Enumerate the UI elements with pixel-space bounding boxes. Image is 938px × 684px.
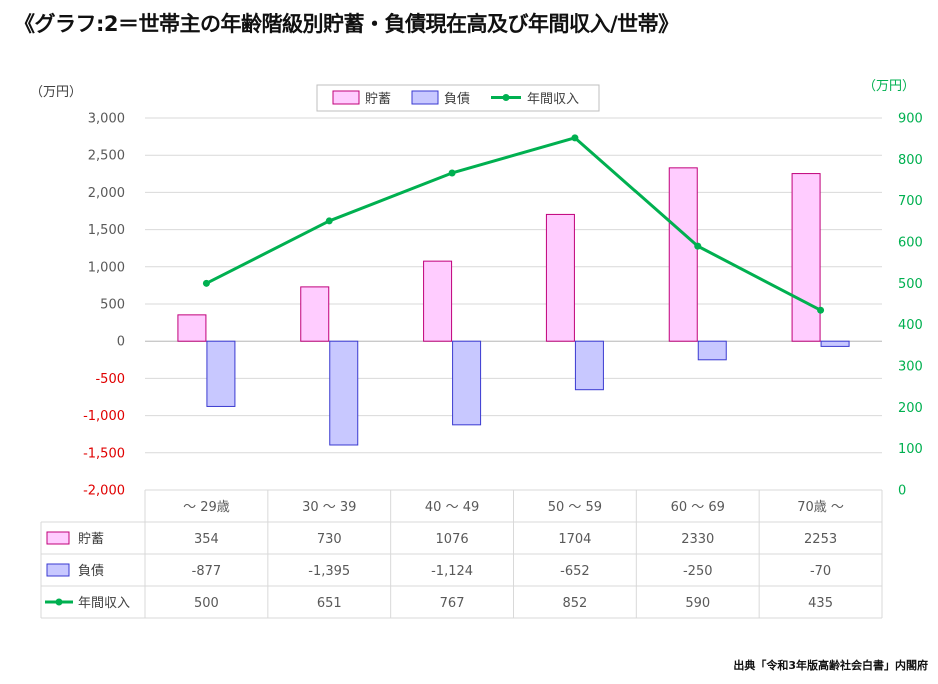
table-swatch-debt bbox=[46, 563, 70, 577]
legend-label-debt: 負債 bbox=[444, 92, 470, 107]
bar-marks bbox=[177, 167, 850, 446]
bar-debt bbox=[697, 340, 727, 361]
table-cell-value: 435 bbox=[808, 596, 833, 611]
category-label: 50 ～ 59 bbox=[548, 500, 602, 515]
line-marks bbox=[202, 134, 825, 314]
bar-savings bbox=[791, 173, 821, 342]
right-tick-label: 200 bbox=[898, 401, 923, 416]
income-point bbox=[817, 306, 825, 314]
table-row-label: 負債 bbox=[78, 564, 104, 579]
table-row-label: 年間収入 bbox=[78, 596, 130, 611]
data-table: ～ 29歳 30 ～ 39 40 ～ 49 50 ～ 59 60 ～ 69 70歳 ～ 貯蓄… bbox=[40, 489, 883, 619]
table-cell-value: -250 bbox=[683, 564, 713, 579]
left-tick-label: 2,000 bbox=[88, 186, 125, 201]
table-cell-value: 767 bbox=[440, 596, 465, 611]
right-tick-label: 300 bbox=[898, 360, 923, 375]
category-label: 30 ～ 39 bbox=[302, 500, 356, 515]
income-point bbox=[448, 169, 456, 177]
page-title: 《グラフ:2＝世帯主の年齢階級別貯蓄・負債現在高及び年間収入/世帯》 bbox=[14, 12, 679, 36]
bar-debt bbox=[206, 340, 236, 407]
bar-debt bbox=[820, 340, 850, 347]
bar-savings bbox=[545, 213, 575, 342]
legend: 貯蓄 負債 年間収入 bbox=[316, 84, 600, 112]
left-tick-label: 3,000 bbox=[88, 112, 125, 127]
bar-debt bbox=[329, 340, 359, 446]
table-cell-value: 651 bbox=[317, 596, 342, 611]
source-note: 出典「令和3年版高齢社会白書」内閣府 bbox=[733, 659, 928, 672]
table-marker-income bbox=[55, 598, 63, 606]
right-tick-label: 100 bbox=[898, 442, 923, 457]
category-label: 70歳 ～ bbox=[797, 500, 844, 515]
right-tick-label: 900 bbox=[898, 112, 923, 127]
table-cell-value: 500 bbox=[194, 596, 219, 611]
left-tick-label: 0 bbox=[117, 335, 125, 350]
left-tick-label: -1,000 bbox=[83, 409, 125, 424]
left-tick-label: 500 bbox=[100, 298, 125, 313]
table-cell-value: -1,124 bbox=[431, 564, 473, 579]
legend-marker-income bbox=[502, 94, 510, 101]
table-cell-value: 852 bbox=[563, 596, 588, 611]
legend-swatch-savings bbox=[332, 90, 360, 105]
left-tick-label: 1,000 bbox=[88, 260, 125, 275]
table-cell-value: 590 bbox=[685, 596, 710, 611]
table-swatch-savings bbox=[46, 531, 70, 545]
table-cell-value: -70 bbox=[810, 564, 831, 579]
income-point bbox=[694, 242, 702, 250]
right-axis: 900 800 700 600 500 400 300 200 100 0 （万円） bbox=[863, 79, 923, 499]
legend-label-savings: 貯蓄 bbox=[365, 92, 391, 107]
table-cell-value: 2253 bbox=[804, 532, 837, 547]
income-point bbox=[202, 279, 210, 287]
bar-savings bbox=[300, 286, 330, 342]
legend-box bbox=[316, 84, 600, 112]
bar-savings bbox=[423, 260, 453, 342]
right-tick-label: 0 bbox=[898, 484, 906, 499]
table-row-label: 貯蓄 bbox=[78, 532, 104, 547]
left-tick-label: 2,500 bbox=[88, 149, 125, 164]
category-label: ～ 29歳 bbox=[183, 500, 230, 515]
income-point bbox=[571, 134, 579, 142]
right-axis-unit: （万円） bbox=[863, 79, 915, 94]
gridlines bbox=[145, 117, 882, 491]
income-point bbox=[325, 217, 333, 225]
right-tick-label: 800 bbox=[898, 153, 923, 168]
left-axis: 3,000 2,500 2,000 1,500 1,000 500 0 -500 -1,000 -… bbox=[30, 85, 125, 499]
left-tick-label: -500 bbox=[95, 372, 125, 387]
left-tick-label: -2,000 bbox=[83, 484, 125, 499]
bar-savings bbox=[668, 167, 698, 342]
left-tick-label: 1,500 bbox=[88, 223, 125, 238]
bar-debt bbox=[452, 340, 482, 426]
bar-savings bbox=[177, 314, 207, 342]
table-cell-value: 1076 bbox=[436, 532, 469, 547]
table-cell-value: 1704 bbox=[558, 532, 591, 547]
table-cell-value: -877 bbox=[192, 564, 222, 579]
table-cell-value: -652 bbox=[560, 564, 590, 579]
table-cell-value: 2330 bbox=[681, 532, 714, 547]
table-cell-value: 354 bbox=[194, 532, 219, 547]
category-label: 60 ～ 69 bbox=[671, 500, 725, 515]
right-tick-label: 500 bbox=[898, 277, 923, 292]
category-label: 40 ～ 49 bbox=[425, 500, 479, 515]
right-tick-label: 600 bbox=[898, 236, 923, 251]
legend-swatch-debt bbox=[411, 90, 439, 105]
table-cell-value: -1,395 bbox=[308, 564, 350, 579]
bar-debt bbox=[574, 340, 604, 391]
right-tick-label: 400 bbox=[898, 318, 923, 333]
left-axis-unit: （万円） bbox=[30, 85, 82, 100]
left-tick-label: -1,500 bbox=[83, 446, 125, 461]
legend-label-income: 年間収入 bbox=[527, 92, 579, 107]
right-tick-label: 700 bbox=[898, 194, 923, 209]
table-cell-value: 730 bbox=[317, 532, 342, 547]
income-line bbox=[205, 136, 822, 312]
